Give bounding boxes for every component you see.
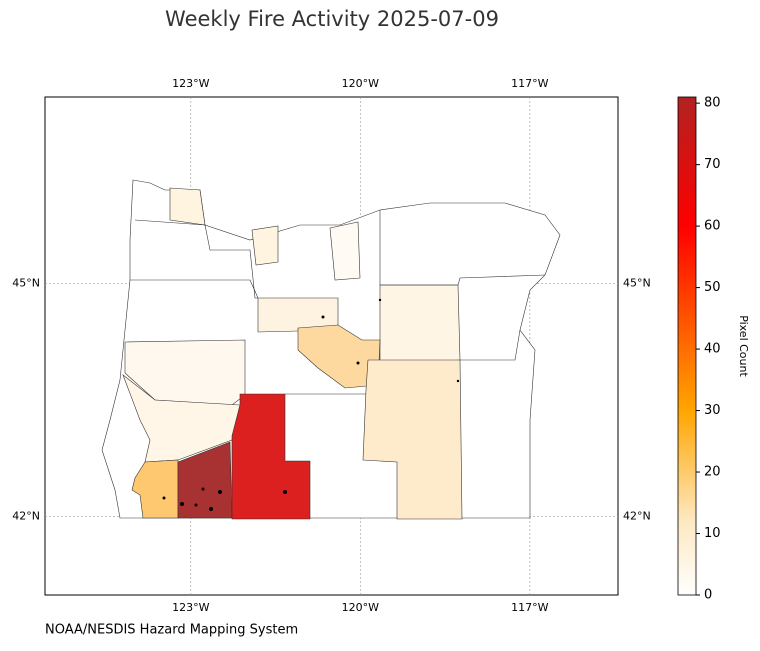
- x-tick-label: 120°W: [342, 601, 379, 614]
- county-boundary: [460, 329, 521, 361]
- county-boundary: [134, 219, 258, 299]
- county: [329, 221, 361, 281]
- fire-point: [162, 496, 166, 500]
- county: [362, 359, 463, 520]
- county-boundary: [130, 279, 259, 299]
- fire-point: [321, 315, 325, 319]
- x-tick-label: 117°W: [511, 601, 548, 614]
- y-tick-label: 45°N: [623, 276, 651, 289]
- x-tick-label: 117°W: [511, 77, 548, 90]
- x-tick-label: 123°W: [172, 77, 209, 90]
- colorbar-tick-label: 30: [704, 403, 721, 418]
- colorbar-tick-label: 50: [704, 280, 721, 295]
- colorbar-tick-label: 60: [704, 219, 721, 234]
- x-tick-label: 123°W: [172, 601, 209, 614]
- fire-point: [180, 502, 184, 506]
- county-boundary: [379, 210, 546, 286]
- colorbar-tick-label: 40: [704, 342, 721, 357]
- colorbar-tick-label: 80: [704, 96, 721, 111]
- x-tick-label: 120°W: [342, 77, 379, 90]
- colorbar: [677, 96, 697, 596]
- y-tick-label: 42°N: [623, 510, 651, 523]
- credit: NOAA/NESDIS Hazard Mapping System: [45, 623, 298, 638]
- fire-points: [162, 298, 460, 511]
- colorbar-tick-label: 70: [704, 157, 721, 172]
- colorbar-tick-label: 20: [704, 465, 721, 480]
- colorbar-tick-label: 0: [704, 588, 712, 603]
- county: [231, 393, 311, 520]
- fire-point: [283, 490, 287, 494]
- fire-point: [356, 361, 360, 365]
- state: [101, 179, 561, 520]
- fire-point: [209, 507, 213, 511]
- colorbar-label: Pixel Count: [737, 315, 750, 377]
- title: Weekly Fire Activity 2025-07-09: [165, 7, 499, 31]
- colorbar-tick-label: 10: [704, 526, 721, 541]
- county: [169, 187, 206, 226]
- county: [251, 225, 279, 266]
- fire-point: [201, 487, 205, 491]
- fire-point: [194, 503, 198, 507]
- fire-point: [378, 298, 382, 302]
- county: [379, 284, 461, 366]
- colorbar-axis: 0 10 20 30 40 50 60 70 80: [696, 96, 721, 603]
- fire-point: [456, 379, 460, 383]
- fire-point: [218, 490, 222, 494]
- y-tick-label: 45°N: [12, 276, 40, 289]
- y-tick-label: 42°N: [12, 510, 40, 523]
